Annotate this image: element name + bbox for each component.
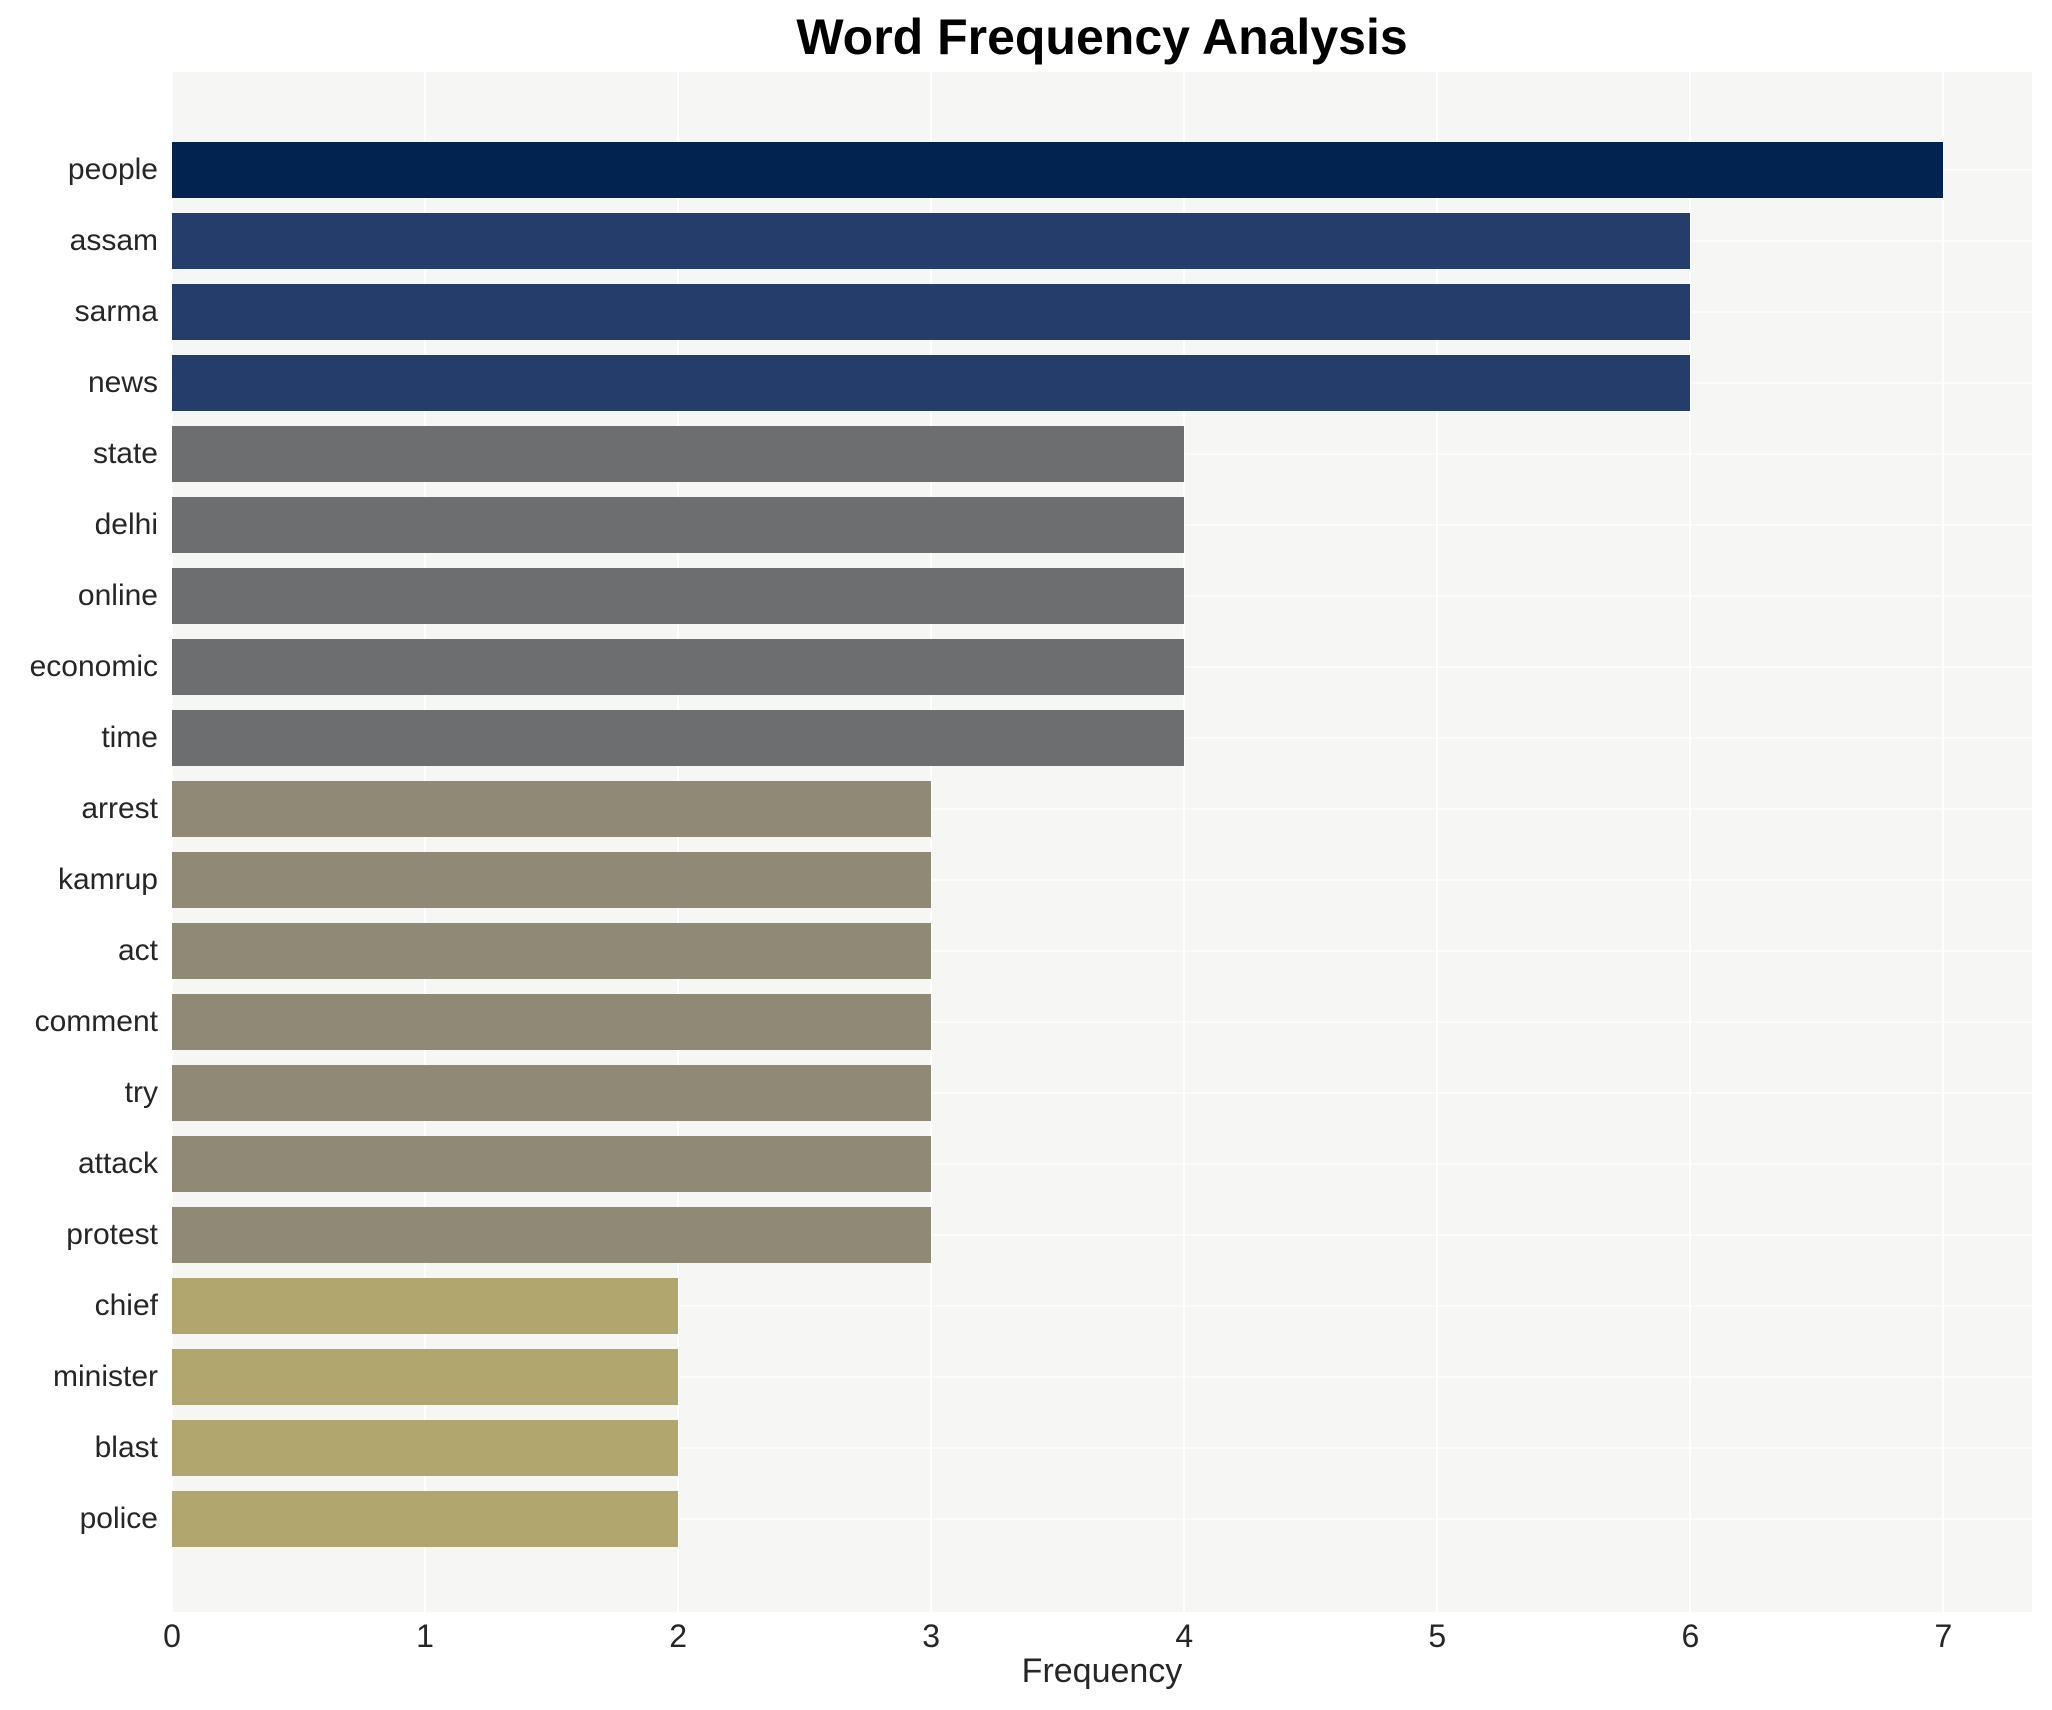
y-tick-label-protest: protest [66, 1218, 158, 1251]
x-tick-label-5: 5 [1428, 1618, 1447, 1654]
y-tick-label-delhi: delhi [94, 508, 158, 541]
y-axis-labels: people assam sarma news state delhi online econ… [0, 72, 158, 1612]
y-tick-label-news: news [87, 366, 158, 399]
x-gridline [1689, 72, 1692, 1612]
x-gridline [1183, 72, 1186, 1612]
y-tick-label-police: police [79, 1502, 158, 1535]
y-gridline [172, 1447, 2032, 1449]
x-tick-label-4: 4 [1175, 1618, 1194, 1654]
y-tick-label-arrest: arrest [81, 792, 158, 825]
y-tick-label-online: online [77, 579, 158, 612]
y-gridline [172, 950, 2032, 952]
y-tick-label-attack: attack [77, 1147, 158, 1180]
x-tick-label-1: 1 [416, 1618, 434, 1654]
y-gridline [172, 1092, 2032, 1094]
y-gridline [172, 1234, 2032, 1236]
y-gridline [172, 1518, 2032, 1520]
x-axis-title: Frequency [1021, 1652, 1183, 1690]
y-tick-label-blast: blast [94, 1431, 158, 1464]
bar-arrest [172, 781, 932, 837]
y-tick-label-state: state [92, 437, 158, 470]
bar-state [172, 426, 1185, 482]
y-tick-label-chief: chief [94, 1289, 158, 1322]
x-gridline [424, 72, 427, 1612]
chart-title: Word Frequency Analysis [796, 9, 1408, 65]
x-tick-label-2: 2 [669, 1618, 688, 1654]
x-gridline [1436, 72, 1439, 1612]
bar-news [172, 355, 1691, 411]
x-tick-label-3: 3 [922, 1618, 941, 1654]
bar-attack [172, 1136, 932, 1192]
y-gridline [172, 1305, 2032, 1307]
bar-blast [172, 1420, 679, 1476]
x-gridline [1942, 72, 1945, 1612]
bar-online [172, 568, 1185, 624]
y-tick-label-sarma: sarma [74, 295, 158, 328]
bar-act [172, 923, 932, 979]
x-tick-label-0: 0 [163, 1618, 181, 1654]
bar-chief [172, 1278, 679, 1334]
bar-try [172, 1065, 932, 1121]
bar-comment [172, 994, 932, 1050]
y-tick-label-kamrup: kamrup [57, 863, 158, 896]
bar-minister [172, 1349, 679, 1405]
bar-economic [172, 639, 1185, 695]
x-tick-label-6: 6 [1681, 1618, 1700, 1654]
y-tick-label-try: try [124, 1076, 158, 1109]
bar-protest [172, 1207, 932, 1263]
y-gridline [172, 808, 2032, 810]
bar-people [172, 142, 1944, 198]
plot-area [171, 72, 2032, 1612]
y-tick-label-minister: minister [52, 1360, 158, 1393]
x-axis-ticks: 0 1 2 3 4 5 6 7 [163, 1618, 2032, 1658]
x-gridline [677, 72, 680, 1612]
x-tick-label-7: 7 [1934, 1618, 1953, 1654]
bar-sarma [172, 284, 1691, 340]
y-gridline [172, 1163, 2032, 1165]
y-tick-label-economic: economic [29, 650, 158, 683]
y-tick-label-time: time [101, 721, 158, 754]
bar-delhi [172, 497, 1185, 553]
y-gridline [172, 1021, 2032, 1023]
y-tick-label-act: act [117, 934, 158, 967]
y-gridline [172, 1376, 2032, 1378]
bar-kamrup [172, 852, 932, 908]
y-tick-label-people: people [67, 153, 158, 186]
bar-police [172, 1491, 679, 1547]
y-gridline [172, 879, 2032, 881]
bar-time [172, 710, 1185, 766]
bar-assam [172, 213, 1691, 269]
y-tick-label-assam: assam [69, 224, 158, 257]
y-tick-label-comment: comment [34, 1005, 158, 1038]
x-gridline [930, 72, 933, 1612]
x-gridline [171, 72, 173, 1612]
